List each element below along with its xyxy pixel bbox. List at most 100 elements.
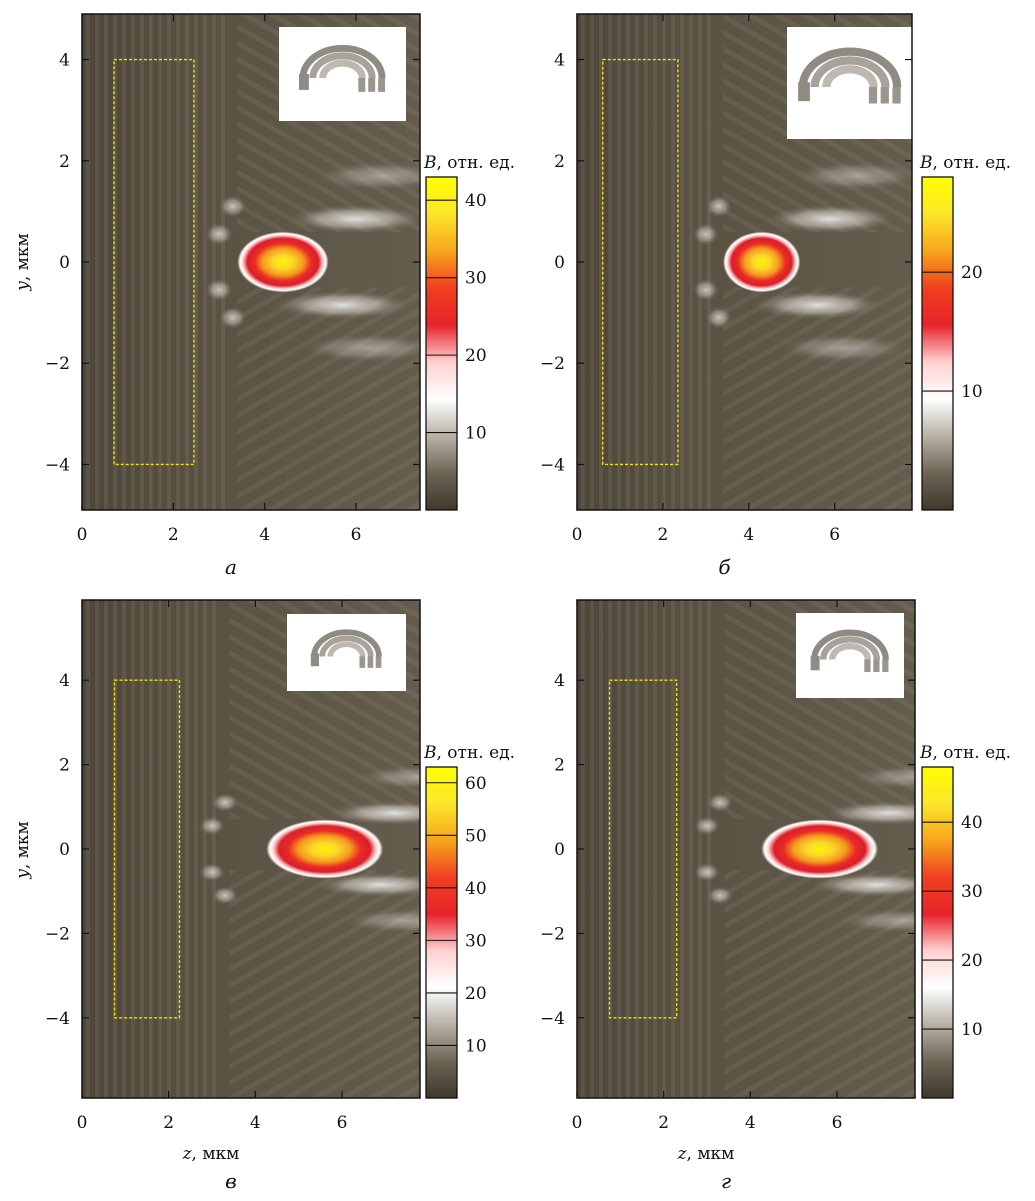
near-field-spot (705, 195, 732, 218)
colorbar-tick-label: 20 (961, 263, 983, 283)
colorbar-title: B, отн. ед. (919, 153, 1011, 173)
side-lobe (355, 765, 420, 790)
field-map (82, 600, 420, 1098)
x-tick-label: 6 (829, 525, 840, 545)
near-field-spot (212, 793, 238, 812)
y-tick-label: 0 (59, 253, 70, 273)
lens-outline (113, 679, 181, 1019)
lens-model-inset (279, 27, 406, 121)
colorbar-gradient (921, 176, 954, 511)
x-tick-label: 0 (572, 1113, 583, 1133)
x-tick-label: 6 (351, 525, 362, 545)
near-field-spot (205, 278, 233, 301)
colorbar-tick-label: 10 (961, 382, 983, 402)
x-tick-label: 0 (77, 525, 88, 545)
field-map (577, 600, 915, 1098)
colorbar-tick-label: 40 (465, 191, 487, 211)
x-tick-label: 2 (163, 1113, 174, 1133)
interference-fringes (577, 14, 715, 510)
side-lobe (273, 290, 411, 320)
lens-model-inset (796, 613, 904, 698)
colorbar-gradient (921, 766, 954, 1099)
panel-caption: г (721, 1169, 731, 1193)
colorbar-tick-label: 20 (465, 346, 487, 366)
x-tick-label: 2 (657, 525, 668, 545)
y-axis-label: y, мкм (13, 821, 33, 880)
lens-model-inset (787, 27, 913, 139)
near-field-spot (219, 195, 247, 218)
x-axis-label: z, мкм (677, 1144, 735, 1164)
panel-caption: в (225, 1169, 237, 1193)
colorbar-tick-label: 30 (961, 882, 983, 902)
diffraction-fringes-lower (229, 870, 420, 1098)
side-lobe (753, 290, 882, 320)
side-lobe (791, 161, 912, 191)
near-field-spot (707, 793, 733, 812)
colorbar-tick-label: 60 (465, 774, 487, 794)
y-tick-label: 4 (554, 671, 565, 691)
colorbar-title: B, отн. ед. (423, 743, 515, 763)
colorbar-tick-label: 50 (465, 826, 487, 846)
y-tick-label: −4 (540, 1009, 565, 1029)
diffraction-fringes-lower (723, 287, 912, 510)
y-tick-label: −2 (45, 354, 70, 374)
colorbar-tick-label: 40 (465, 879, 487, 899)
y-tick-label: 4 (59, 51, 70, 71)
y-tick-label: 4 (59, 671, 70, 691)
side-lobe (850, 765, 915, 790)
side-lobe (329, 801, 420, 825)
panel-caption: б (718, 555, 731, 579)
side-lobe (287, 204, 420, 234)
focal-spot (723, 231, 801, 293)
y-tick-label: 2 (554, 756, 565, 776)
focal-spot (761, 819, 879, 879)
y-tick-label: 0 (554, 840, 565, 860)
x-tick-label: 4 (743, 525, 754, 545)
side-lobe (765, 204, 895, 234)
near-field-spot (199, 862, 225, 882)
panel-3: 0 2 4 6 −4 −2 0 2 4 y, мкм z, мкм B, отн. ед. 10 20 30… (13, 599, 515, 1193)
near-field-spot (692, 223, 719, 246)
x-tick-label: 4 (259, 525, 270, 545)
panel-4: 0 2 4 6 −4 −2 0 2 4 z, мкм B, отн. ед. 10 20 30 40 г (540, 599, 1011, 1193)
x-tick-label: 4 (250, 1113, 261, 1133)
interference-fringes (82, 600, 221, 1098)
y-tick-label: 2 (59, 756, 70, 776)
x-tick-label: 0 (572, 525, 583, 545)
colorbar-tick-label: 30 (465, 931, 487, 951)
diffraction-fringes-lower (237, 287, 420, 510)
y-tick-label: 0 (59, 840, 70, 860)
lens-outline (608, 679, 678, 1019)
side-lobe (837, 908, 915, 933)
near-field-spot (694, 816, 720, 836)
colorbar-title: B, отн. ед. (919, 743, 1011, 763)
colorbar: B, отн. ед. 10 20 30 40 (919, 743, 1011, 1099)
x-tick-label: 4 (745, 1113, 756, 1133)
near-field-spot (219, 306, 247, 329)
field-map (577, 14, 912, 510)
side-lobe (824, 801, 915, 825)
colorbar: B, отн. ед. 10 20 (919, 153, 1011, 511)
colorbar-tick-label: 20 (465, 984, 487, 1004)
x-tick-label: 6 (832, 1113, 843, 1133)
focal-spot (237, 231, 329, 293)
y-tick-label: 4 (554, 51, 565, 71)
x-tick-label: 2 (658, 1113, 669, 1133)
x-tick-label: 2 (168, 525, 179, 545)
colorbar-tick-label: 40 (961, 813, 983, 833)
side-lobe (811, 873, 915, 897)
y-axis-label: y, мкм (13, 233, 33, 292)
lens-model-inset (287, 614, 406, 691)
lens-outline (602, 58, 679, 466)
near-field-spot (705, 306, 732, 329)
side-lobe (301, 333, 420, 363)
x-axis-label: z, мкм (182, 1144, 240, 1164)
near-field-spot (212, 886, 238, 905)
interference-fringes (577, 600, 716, 1098)
colorbar-tick-label: 10 (961, 1020, 983, 1040)
y-tick-label: −4 (540, 455, 565, 475)
y-tick-label: −4 (45, 1009, 70, 1029)
colorbar-tick-label: 10 (465, 424, 487, 444)
panel-1: 0 2 4 6 −4 −2 0 2 4 y, мкм B, отн. ед. 10 20 30 40 а (13, 13, 515, 579)
